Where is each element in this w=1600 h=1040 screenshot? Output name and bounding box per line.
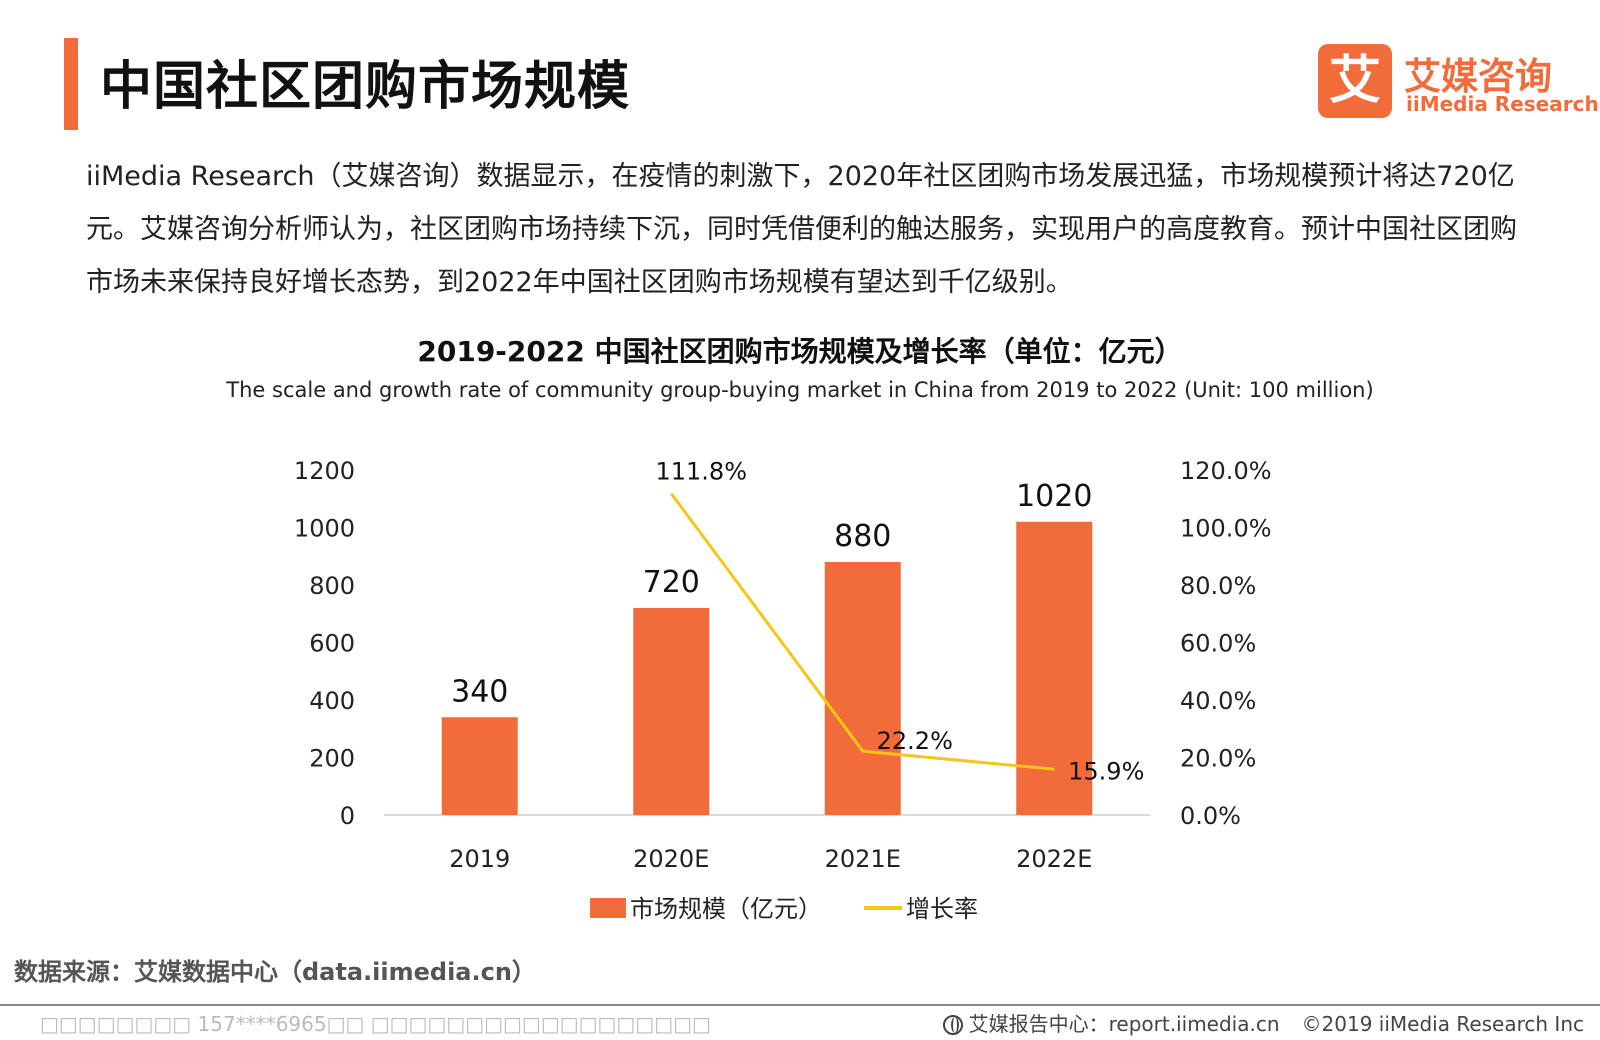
copyright-text: ©2019 iiMedia Research Inc xyxy=(1301,1012,1584,1036)
left-axis-tick-label: 800 xyxy=(309,572,355,600)
right-axis-tick-label: 80.0% xyxy=(1180,572,1256,600)
left-axis-tick-label: 0 xyxy=(340,802,355,830)
legend-line-label: 增长率 xyxy=(906,895,978,923)
globe-icon xyxy=(942,1015,963,1035)
bar xyxy=(441,717,518,815)
brand-logo: 艾 艾媒咨询 iiMedia Research xyxy=(1318,44,1599,120)
x-axis-tick-label: 2020E xyxy=(633,845,709,873)
left-axis-tick-label: 1200 xyxy=(294,457,355,485)
intro-paragraph: iiMedia Research（艾媒咨询）数据显示，在疫情的刺激下，2020年… xyxy=(86,161,1517,298)
x-axis-tick-label: 2019 xyxy=(449,845,510,873)
bar-value-label: 880 xyxy=(834,519,891,554)
growth-rate-label: 111.8% xyxy=(655,458,747,486)
x-axis-tick-label: 2021E xyxy=(825,845,901,873)
bar xyxy=(824,562,901,815)
growth-rate-label: 22.2% xyxy=(877,727,953,755)
x-axis-tick-label: 2022E xyxy=(1016,845,1092,873)
left-axis-tick-label: 200 xyxy=(309,745,355,773)
chart-title: 2019-2022 中国社区团购市场规模及增长率（单位：亿元） xyxy=(417,335,1183,368)
right-axis-tick-label: 100.0% xyxy=(1180,515,1272,543)
growth-rate-line xyxy=(670,492,1055,771)
left-axis-tick-label: 1000 xyxy=(294,515,355,543)
right-axis-tick-label: 40.0% xyxy=(1180,687,1256,715)
bar-value-label: 720 xyxy=(643,565,700,600)
chart-subtitle: The scale and growth rate of community g… xyxy=(226,378,1374,402)
left-axis-tick-label: 400 xyxy=(309,687,355,715)
right-axis-tick-label: 0.0% xyxy=(1180,802,1241,830)
growth-rate-label: 15.9% xyxy=(1068,757,1144,785)
logo-english-name: iiMedia Research xyxy=(1406,92,1599,116)
data-source: 数据来源：艾媒数据中心（data.iimedia.cn） xyxy=(14,958,536,986)
logo-mark-icon xyxy=(1318,44,1392,118)
bar xyxy=(633,608,710,815)
footer-info: 艾媒报告中心：report.iimedia.cn ©2019 iiMedia Re… xyxy=(942,1008,1584,1037)
right-axis-tick-label: 120.0% xyxy=(1180,457,1272,485)
right-axis-tick-label: 60.0% xyxy=(1180,630,1256,658)
footer-divider xyxy=(0,1004,1600,1006)
title-accent-bar xyxy=(64,38,78,130)
bar-value-label: 340 xyxy=(451,674,508,709)
right-axis-tick-label: 20.0% xyxy=(1180,745,1256,773)
logo-chinese-name: 艾媒咨询 xyxy=(1404,55,1552,98)
left-axis-tick-label: 600 xyxy=(309,630,355,658)
legend-bar-swatch xyxy=(590,898,626,918)
report-center-link[interactable]: 艾媒报告中心：report.iimedia.cn xyxy=(968,1012,1280,1036)
logo-glyph: 艾 xyxy=(1328,51,1381,111)
legend-bar-label: 市场规模（亿元） xyxy=(630,895,822,923)
page-title: 中国社区团购市场规模 xyxy=(100,57,631,117)
combo-chart: 0 200 400 600 800 1000 1200 0.0% 20.0% 40.0% 60.0%… xyxy=(294,457,1272,923)
bar-value-label: 1020 xyxy=(1016,479,1092,514)
watermark-text: □□□□□□□□ 157****6965□□ □□□□□□□□□□□□□□□□□… xyxy=(40,1012,711,1036)
